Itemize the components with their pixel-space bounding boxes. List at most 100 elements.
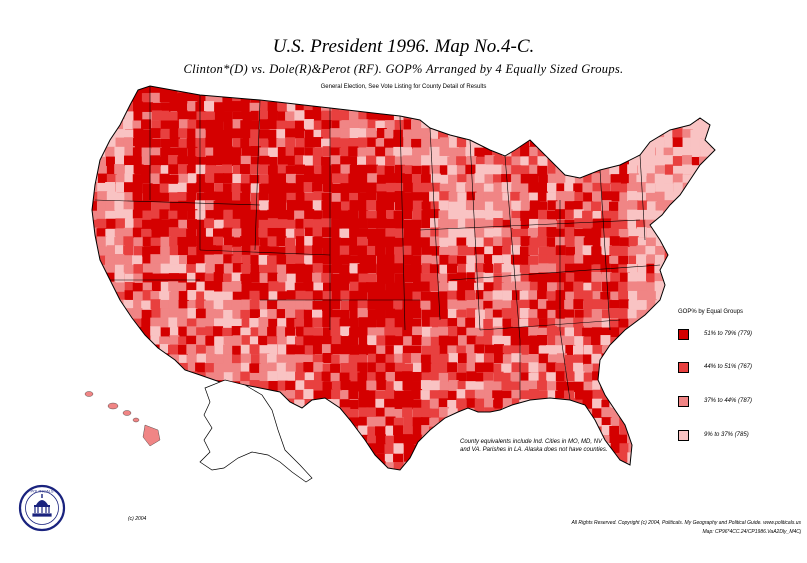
- county-cell: [412, 228, 423, 239]
- county-cell: [124, 399, 135, 410]
- county-cell: [492, 110, 503, 121]
- county-cell: [592, 155, 603, 166]
- county-cell: [546, 300, 557, 311]
- county-cell: [538, 138, 549, 149]
- county-cell: [655, 372, 666, 383]
- county-cell: [628, 236, 639, 247]
- state-boundary: [399, 115, 406, 331]
- county-cell: [357, 137, 368, 148]
- county-cell: [537, 290, 548, 301]
- county-cell: [447, 443, 458, 454]
- county-cell: [646, 263, 657, 274]
- county-cell: [375, 426, 386, 437]
- county-cell: [655, 336, 666, 347]
- county-cell: [321, 138, 332, 149]
- county-cell: [241, 290, 252, 301]
- county-cell: [564, 317, 575, 328]
- county-cell: [358, 443, 369, 454]
- county-cell: [132, 308, 143, 319]
- county-cell: [627, 183, 638, 194]
- county-cell: [466, 300, 477, 311]
- county-cell: [421, 201, 432, 212]
- county-cell: [96, 354, 107, 365]
- county-cell: [547, 398, 558, 409]
- county-cell: [357, 326, 368, 337]
- county-cell: [250, 264, 261, 275]
- county-note: County equivalents include Ind. Cities i…: [460, 439, 608, 453]
- county-cell: [141, 381, 152, 392]
- county-cell: [483, 362, 494, 373]
- county-cell: [196, 120, 207, 131]
- county-cell: [583, 282, 594, 293]
- county-cell: [547, 101, 558, 112]
- county-cell: [510, 308, 521, 319]
- county-cell: [681, 443, 692, 454]
- county-cell: [160, 192, 171, 203]
- county-cell: [295, 192, 306, 203]
- county-cell: [691, 92, 702, 103]
- county-cell: [645, 453, 656, 464]
- county-cell: [114, 102, 125, 113]
- county-cell: [412, 209, 423, 220]
- county-cell: [385, 308, 396, 319]
- county-cell: [312, 300, 323, 311]
- county-cell: [663, 183, 674, 194]
- county-cell: [231, 326, 242, 337]
- county-cell: [438, 335, 449, 346]
- county-cell: [142, 282, 153, 293]
- county-cell: [600, 263, 611, 274]
- county-cell: [448, 137, 459, 148]
- county-cell: [96, 380, 107, 391]
- county-cell: [277, 344, 288, 355]
- county-cell: [268, 165, 279, 176]
- county-cell: [484, 344, 495, 355]
- county-cell: [330, 462, 341, 470]
- county-cell: [447, 290, 458, 301]
- county-cell: [412, 434, 423, 445]
- county-cell: [132, 120, 143, 131]
- county-cell: [708, 263, 715, 274]
- county-cell: [384, 389, 395, 400]
- county-cell: [367, 372, 378, 383]
- county-cell: [241, 470, 251, 480]
- county-cell: [205, 326, 216, 337]
- county-cell: [682, 228, 693, 239]
- county-cell: [512, 471, 522, 481]
- county-cell: [528, 290, 539, 301]
- county-cell: [466, 398, 477, 409]
- county-cell: [213, 236, 224, 247]
- county-cell: [213, 128, 224, 139]
- county-cell: [537, 281, 548, 292]
- county-cell: [654, 173, 665, 184]
- county-cell: [537, 417, 548, 428]
- county-cell: [348, 408, 359, 419]
- county-cell: [627, 146, 638, 157]
- county-cell: [457, 317, 468, 328]
- county-cell: [187, 308, 198, 319]
- county-cell: [456, 137, 467, 148]
- county-cell: [123, 461, 134, 470]
- county-cell: [402, 398, 413, 409]
- county-cell: [376, 101, 387, 112]
- county-cell: [331, 290, 342, 301]
- county-cell: [376, 110, 387, 121]
- county-cell: [565, 272, 576, 283]
- county-cell: [691, 326, 702, 337]
- county-cell: [709, 120, 715, 131]
- county-cell: [529, 335, 540, 346]
- county-cell: [510, 381, 521, 392]
- county-cell: [133, 237, 144, 248]
- county-cell: [429, 408, 440, 419]
- county-cell: [92, 426, 98, 437]
- county-cell: [159, 471, 169, 481]
- county-cell: [159, 336, 170, 347]
- county-cell: [708, 111, 715, 122]
- county-cell: [205, 155, 216, 166]
- county-cell: [672, 101, 683, 112]
- county-cell: [259, 363, 270, 374]
- county-cell: [591, 272, 602, 283]
- county-cell: [384, 138, 395, 149]
- legend-swatch: [678, 329, 689, 340]
- county-cell: [268, 201, 279, 212]
- county-cell: [636, 345, 647, 356]
